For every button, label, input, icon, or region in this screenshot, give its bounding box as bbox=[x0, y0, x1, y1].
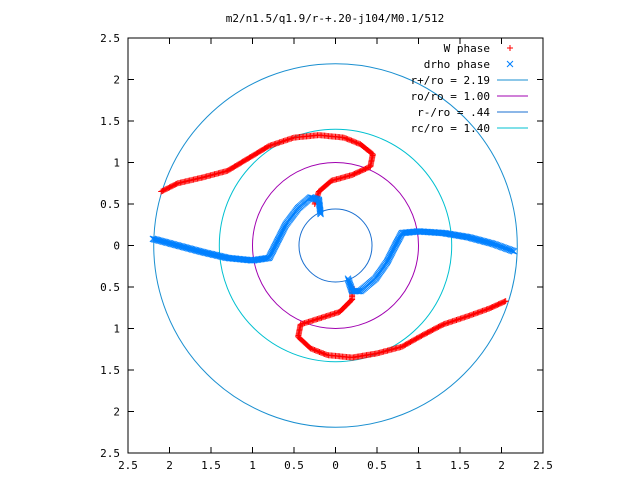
data-point bbox=[466, 234, 473, 241]
data-point bbox=[349, 138, 356, 145]
data-point bbox=[315, 348, 322, 355]
data-point bbox=[312, 347, 319, 354]
x-tick-label: 2 bbox=[498, 459, 505, 472]
data-point bbox=[203, 249, 210, 257]
data-point bbox=[342, 135, 349, 142]
series-w-phase bbox=[158, 132, 509, 361]
data-point bbox=[219, 253, 226, 261]
y-tick-label: 0.5 bbox=[100, 198, 120, 211]
arm-0 bbox=[149, 194, 324, 264]
legend-label: rc/ro = 1.40 bbox=[411, 122, 490, 135]
data-point bbox=[344, 136, 351, 143]
y-tick-label: 0 bbox=[113, 240, 120, 253]
axis-ticks: 2.5 2 1.5 1 0.5 0 0.5 1 1.5 2 2.52.521.510.500.511… bbox=[100, 32, 553, 472]
circle-1 bbox=[252, 162, 419, 329]
data-point bbox=[205, 250, 213, 258]
data-point bbox=[310, 346, 317, 353]
x-tick-label: 0 bbox=[332, 459, 339, 472]
data-point bbox=[345, 276, 352, 284]
data-point bbox=[204, 250, 212, 257]
data-point bbox=[217, 253, 225, 260]
data-point bbox=[215, 252, 222, 260]
data-point bbox=[311, 346, 318, 353]
data-point bbox=[343, 135, 350, 142]
data-point bbox=[199, 248, 207, 256]
legend-label: r-/ro = .44 bbox=[417, 106, 490, 119]
data-point bbox=[350, 171, 357, 178]
data-point bbox=[400, 343, 407, 350]
x-tick-label: 1 bbox=[415, 459, 422, 472]
data-point bbox=[216, 252, 224, 260]
data-point bbox=[317, 349, 324, 356]
data-point bbox=[320, 350, 327, 357]
data-point bbox=[344, 275, 352, 283]
y-tick-label: 2 bbox=[113, 74, 120, 87]
reference-circles bbox=[153, 63, 518, 428]
data-point bbox=[212, 251, 220, 259]
data-point bbox=[322, 351, 329, 358]
x-tick-label: 2.5 bbox=[533, 459, 553, 472]
data-point bbox=[319, 350, 326, 357]
data-point bbox=[353, 139, 360, 146]
arm-1 bbox=[344, 228, 518, 295]
y-tick-label: 2.5 bbox=[100, 32, 120, 45]
circle-3 bbox=[218, 128, 453, 363]
data-point bbox=[198, 248, 205, 256]
data-point bbox=[200, 249, 208, 256]
x-tick-label: 1 bbox=[249, 459, 256, 472]
y-tick-label: 1 bbox=[113, 323, 120, 336]
arm-0 bbox=[158, 132, 376, 207]
y-tick-label: 2.5 bbox=[100, 447, 120, 460]
y-tick-label: 2 bbox=[113, 406, 120, 419]
x-tick-label: 1.5 bbox=[201, 459, 221, 472]
x-tick-label: 2.5 bbox=[118, 459, 138, 472]
phase-points bbox=[149, 132, 518, 361]
data-point bbox=[347, 137, 354, 144]
x-tick-label: 1.5 bbox=[450, 459, 470, 472]
data-point bbox=[316, 348, 323, 355]
data-point bbox=[352, 139, 359, 146]
y-tick-label: 1.5 bbox=[100, 115, 120, 128]
data-point bbox=[348, 137, 355, 144]
data-point bbox=[351, 138, 358, 145]
series-drho-phase bbox=[149, 194, 518, 295]
data-point bbox=[345, 136, 352, 143]
data-point bbox=[321, 351, 328, 358]
legend-marker bbox=[506, 60, 514, 68]
data-point bbox=[313, 347, 320, 354]
arm-1 bbox=[295, 284, 509, 361]
legend: W phase drho phase r+/ro = 2.19 ro/ro = 1.0… bbox=[411, 42, 528, 135]
data-point bbox=[220, 253, 228, 261]
data-point bbox=[208, 250, 216, 258]
data-point bbox=[213, 252, 221, 259]
data-point bbox=[209, 251, 217, 258]
data-point bbox=[221, 253, 229, 261]
data-point bbox=[354, 140, 361, 147]
legend-label: W phase bbox=[444, 42, 490, 55]
data-point bbox=[201, 249, 209, 257]
x-tick-label: 0.5 bbox=[367, 459, 387, 472]
legend-marker bbox=[507, 45, 513, 51]
chart-title: m2/n1.5/q1.9/r-+.20-j104/M0.1/512 bbox=[226, 12, 445, 25]
y-tick-label: 1 bbox=[113, 157, 120, 170]
legend-label: ro/ro = 1.00 bbox=[411, 90, 490, 103]
data-point bbox=[207, 250, 214, 258]
data-point bbox=[211, 251, 218, 259]
legend-label: r+/ro = 2.19 bbox=[411, 74, 490, 87]
data-point bbox=[316, 208, 324, 215]
data-point bbox=[317, 209, 324, 217]
circle-2 bbox=[298, 208, 373, 283]
y-tick-label: 0.5 bbox=[100, 281, 120, 294]
data-point bbox=[324, 352, 331, 359]
circle-0 bbox=[153, 63, 518, 428]
legend-label: drho phase bbox=[424, 58, 490, 71]
y-tick-label: 1.5 bbox=[100, 364, 120, 377]
x-tick-label: 2 bbox=[166, 459, 173, 472]
data-point bbox=[317, 210, 324, 218]
data-point bbox=[340, 134, 347, 141]
x-tick-label: 0.5 bbox=[284, 459, 304, 472]
